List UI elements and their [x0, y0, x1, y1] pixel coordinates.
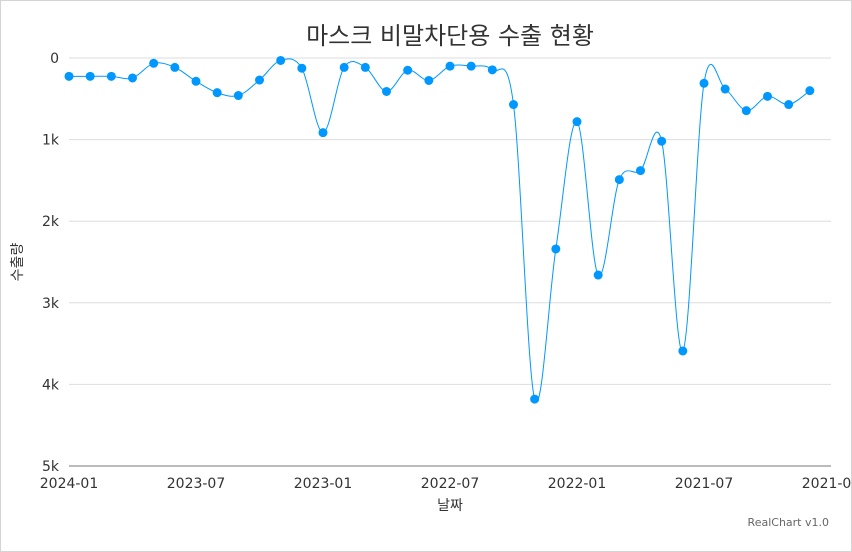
data-point[interactable] — [741, 106, 751, 116]
data-point[interactable] — [212, 88, 222, 98]
data-point[interactable] — [276, 55, 286, 65]
data-point[interactable] — [170, 62, 180, 72]
y-axis-ticks: 0 1k 2k 3k 4k 5k — [42, 51, 60, 475]
data-point[interactable] — [255, 75, 264, 85]
data-point[interactable] — [403, 65, 413, 75]
data-point[interactable] — [382, 86, 391, 96]
y-tick-label: 1k — [42, 133, 60, 149]
series-line — [69, 58, 811, 403]
y-tick-label: 3k — [42, 296, 60, 312]
x-axis-title: 날짜 — [437, 498, 463, 514]
data-point[interactable] — [466, 61, 476, 71]
data-point[interactable] — [763, 91, 772, 101]
x-tick-label: 2022-01 — [548, 476, 607, 492]
data-point[interactable] — [149, 58, 159, 68]
chart-title: 마스크 비말차단용 수출 현황 — [306, 22, 594, 50]
data-point[interactable] — [128, 73, 137, 83]
data-point[interactable] — [106, 71, 116, 81]
data-point[interactable] — [509, 100, 518, 110]
data-point[interactable] — [572, 117, 582, 127]
y-tick-label: 2k — [42, 214, 60, 230]
data-point[interactable] — [530, 394, 540, 404]
data-point[interactable] — [424, 75, 434, 85]
credit-label: RealChart v1.0 — [747, 516, 829, 529]
x-tick-label: 2021-07 — [675, 476, 734, 492]
data-point[interactable] — [318, 128, 328, 138]
data-point[interactable] — [487, 65, 497, 75]
y-tick-label: 0 — [50, 51, 59, 67]
y-tick-label: 5k — [42, 459, 60, 475]
data-point[interactable] — [805, 86, 815, 96]
data-point[interactable] — [297, 63, 307, 73]
x-tick-label: 2023-07 — [167, 476, 226, 492]
x-tick-label: 2021-01 — [802, 476, 852, 492]
data-point[interactable] — [614, 175, 624, 185]
data-point[interactable] — [339, 62, 349, 72]
data-point[interactable] — [720, 84, 730, 94]
x-tick-label: 2023-01 — [294, 476, 353, 492]
data-point[interactable] — [657, 136, 667, 146]
data-point[interactable] — [699, 78, 709, 88]
data-point[interactable] — [445, 61, 455, 71]
x-axis-ticks: 2024-01 2023-07 2023-01 2022-07 2022-01 2021-… — [40, 476, 852, 492]
data-points — [64, 55, 815, 404]
y-tick-label: 4k — [42, 377, 60, 393]
data-point[interactable] — [64, 71, 74, 81]
data-point[interactable] — [233, 91, 243, 101]
data-point[interactable] — [360, 62, 370, 72]
data-point[interactable] — [191, 76, 201, 86]
data-point[interactable] — [636, 166, 645, 176]
data-point[interactable] — [85, 71, 95, 81]
data-point[interactable] — [593, 270, 603, 280]
data-point[interactable] — [784, 100, 794, 110]
data-point[interactable] — [678, 346, 688, 356]
gridlines — [69, 57, 831, 385]
data-point[interactable] — [551, 244, 561, 254]
x-tick-label: 2022-07 — [421, 476, 480, 492]
x-tick-label: 2024-01 — [40, 476, 99, 492]
